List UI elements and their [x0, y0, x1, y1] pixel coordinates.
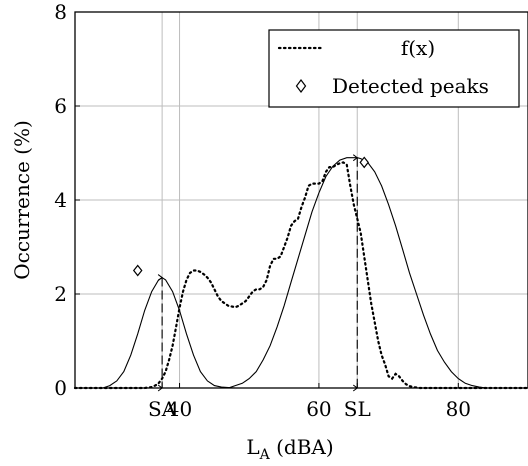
x-tick-label-3: SL	[344, 397, 371, 421]
x-axis-label-main: L	[246, 435, 259, 459]
peak-diamond-1	[359, 156, 369, 169]
x-tick-label-4: 80	[446, 397, 471, 421]
y-tick-label-3: 6	[54, 94, 67, 118]
y-tick-label-2: 4	[54, 188, 67, 212]
x-tick-label-1: SA	[148, 397, 177, 421]
legend-diamond-icon	[295, 79, 307, 93]
marker-arrow-top-1	[352, 154, 359, 162]
marker-layer	[132, 154, 369, 392]
legend: f(x) Detected peaks	[268, 29, 520, 108]
series-line-0	[73, 161, 528, 390]
y-tick-label-0: 0	[54, 376, 67, 400]
legend-label-detected-peaks: Detected peaks	[332, 74, 489, 98]
y-axis-label: Occurrence (%)	[10, 120, 34, 280]
legend-box	[268, 29, 520, 108]
peak-diamond-0	[132, 264, 143, 277]
x-axis-label-sub: A	[259, 447, 271, 463]
x-tick-label-2: 60	[306, 397, 331, 421]
y-tick-label-4: 8	[54, 0, 67, 24]
x-tick-label-0: 40	[167, 397, 192, 421]
y-tick-label-1: 2	[54, 282, 67, 306]
legend-label-fx: f(x)	[401, 36, 435, 60]
x-axis-label-unit: (dBA)	[270, 435, 334, 459]
x-axis-label: LA (dBA)	[246, 435, 333, 463]
series-line-1	[102, 276, 236, 389]
marker-arrow-top-0	[157, 274, 163, 281]
series-layer	[73, 157, 528, 390]
